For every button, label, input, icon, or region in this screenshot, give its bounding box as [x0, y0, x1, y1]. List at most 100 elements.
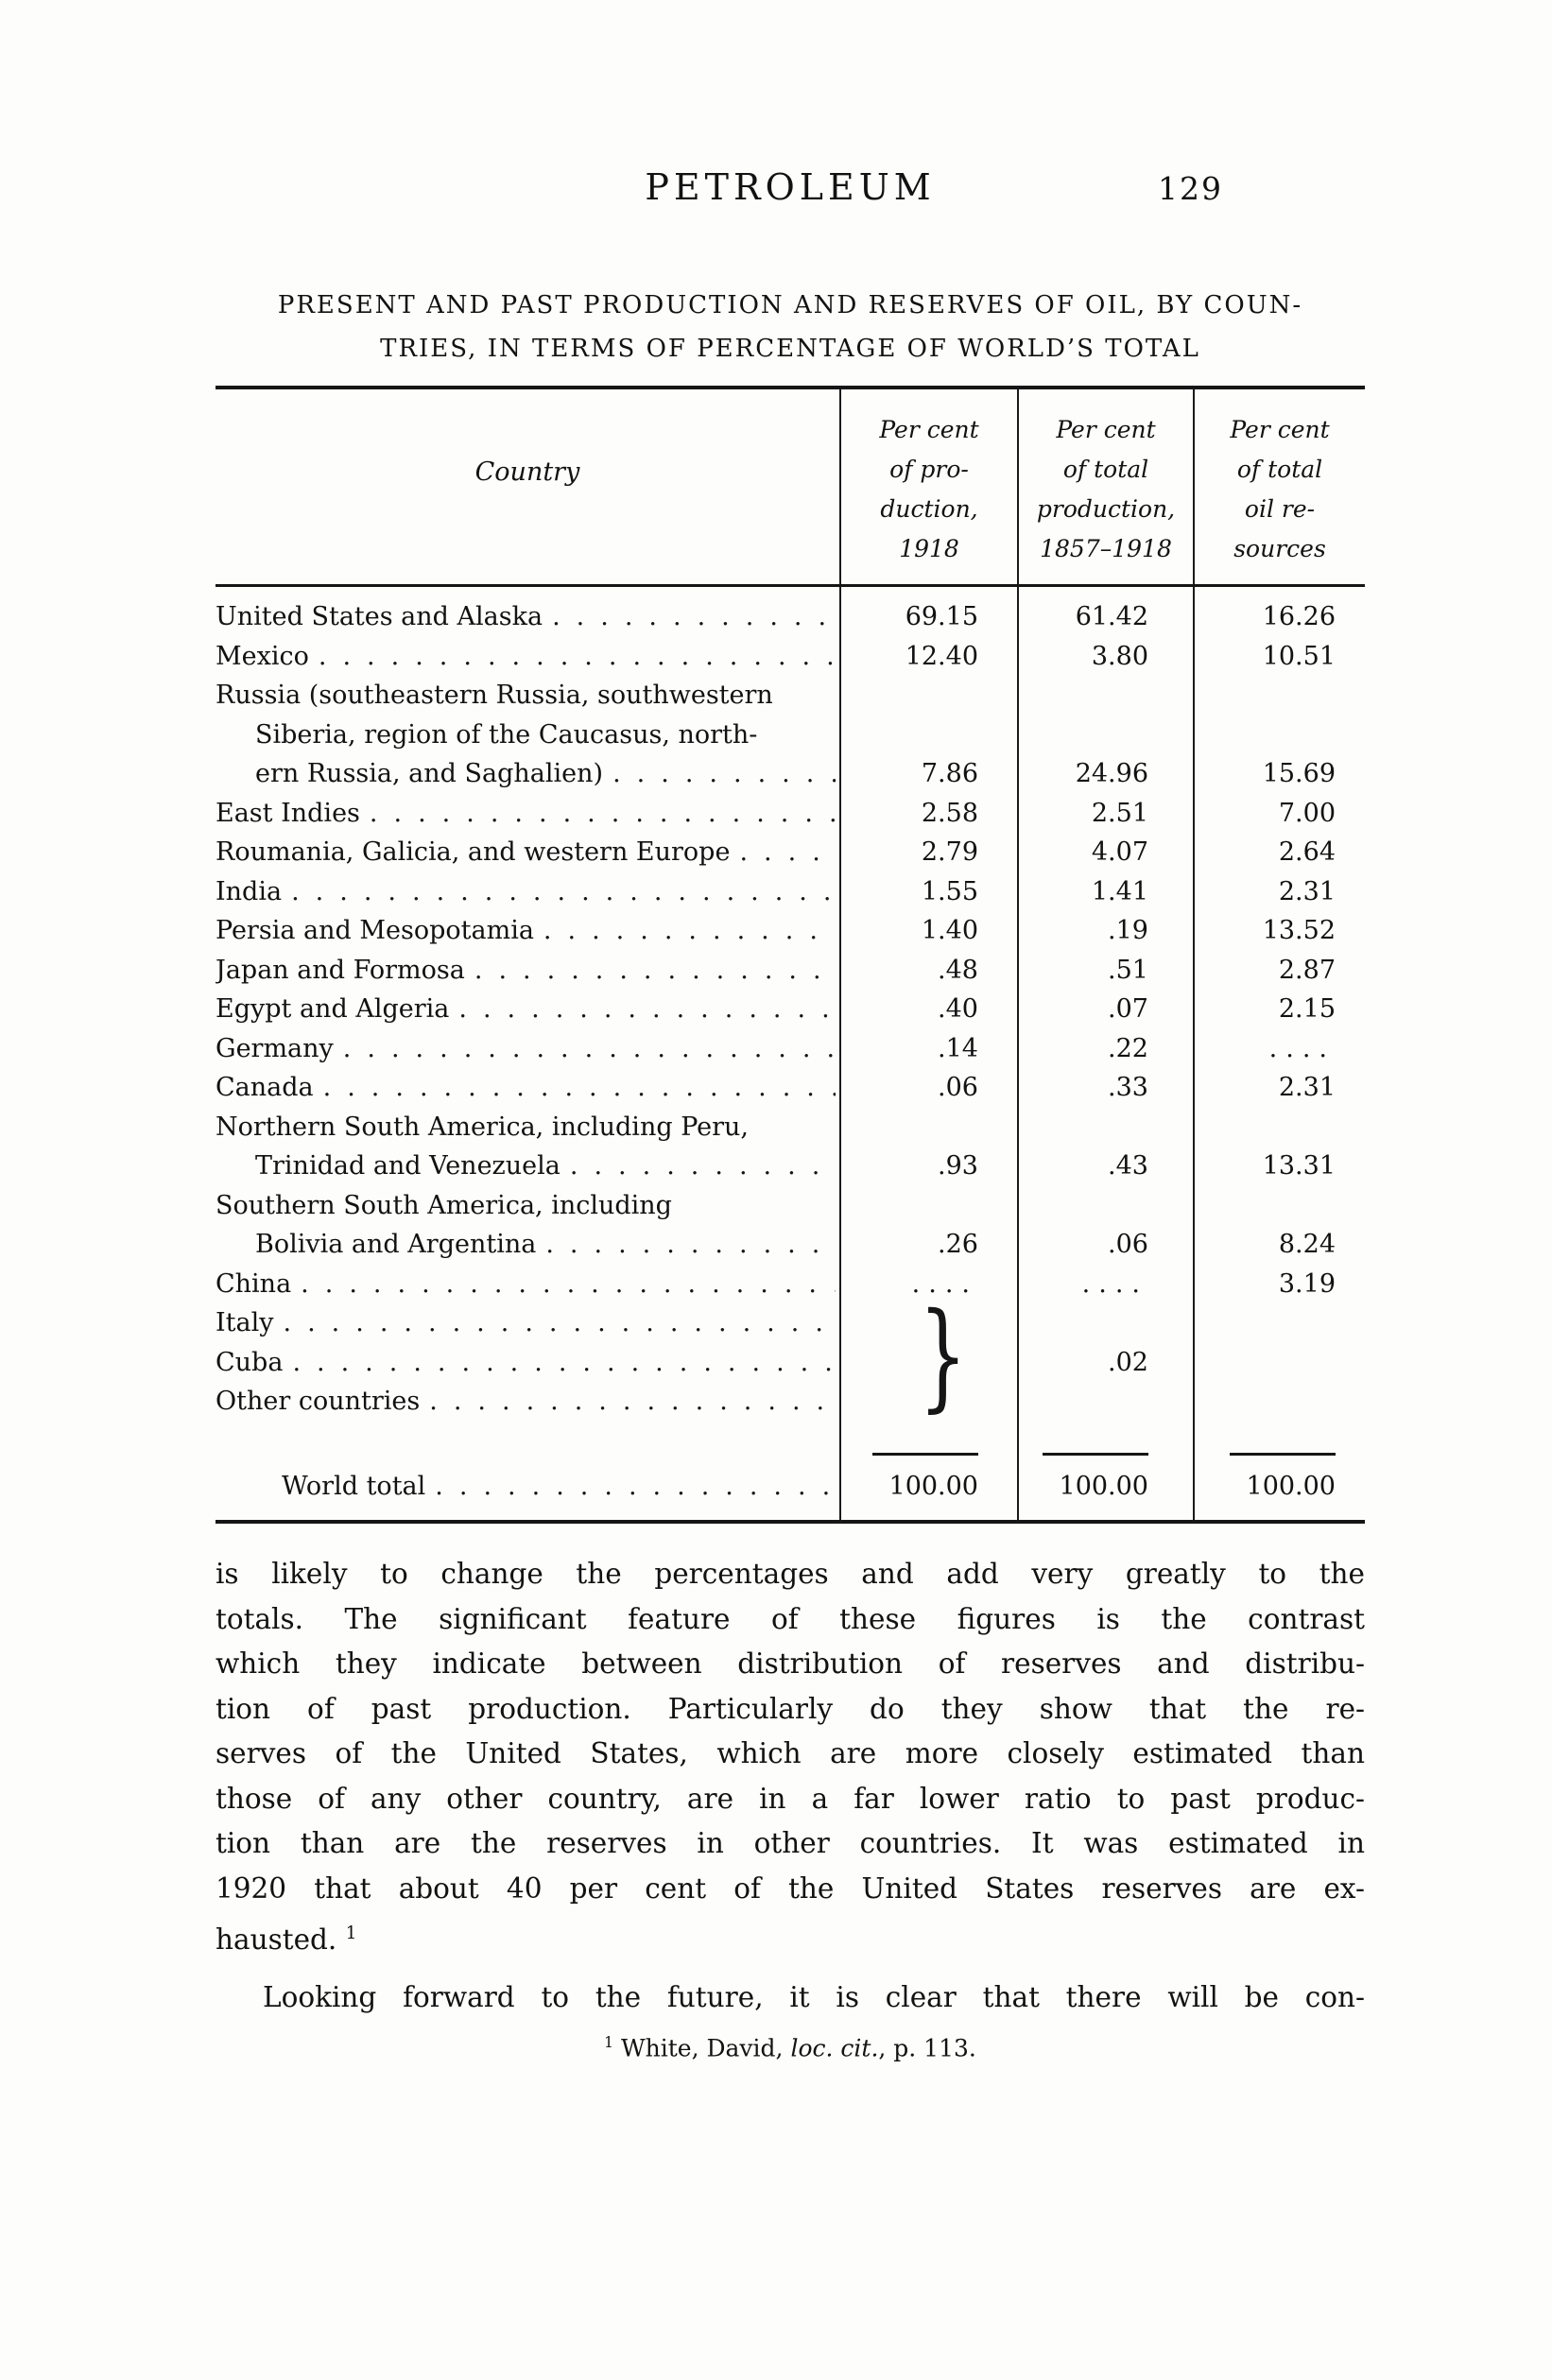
country-label: Egypt and Algeria [216, 994, 450, 1024]
value-cell: .43 [1108, 1151, 1148, 1181]
country-label: India [216, 876, 283, 906]
value-cell: .... [1268, 1033, 1336, 1063]
table-row: Trinidad and Venezuela .93 .43 13.31 [216, 1147, 1365, 1186]
country-cell: Northern South America, including Peru, [216, 1108, 839, 1147]
country-cell: ern Russia, and Saghalien) [216, 754, 839, 794]
value-cell: .02 [1108, 1347, 1148, 1377]
total-rule [1043, 1452, 1148, 1456]
table-row: ern Russia, and Saghalien) 7.86 24.96 15.69 [216, 754, 1365, 794]
body-line: tion than are the reserves in other coun… [216, 1827, 1365, 1859]
value-cell: 100.00 [1059, 1471, 1148, 1501]
country-cell: Southern South America, including [216, 1186, 839, 1226]
value-cell: 2.87 [1278, 955, 1336, 985]
value-cell [1193, 1108, 1365, 1147]
country-cell: Trinidad and Venezuela [216, 1147, 839, 1186]
country-label: Northern South America, including Peru, [216, 1112, 750, 1142]
table-row: Egypt and Algeria .40 .07 2.15 [216, 990, 1365, 1029]
table-row: Roumania, Galicia, and western Europe 2.7… [216, 833, 1365, 872]
value-cell [1017, 1382, 1193, 1422]
value-cell [839, 1186, 1017, 1226]
column-header-oil-resources: Per cent of total oil re- sources [1230, 416, 1330, 562]
value-cell: 1.40 [921, 916, 978, 945]
country-label: Mexico [216, 641, 309, 671]
value-cell: .14 [938, 1033, 978, 1063]
total-rule [872, 1452, 978, 1456]
table-row: Japan and Formosa .48 .51 2.87 [216, 951, 1365, 991]
value-cell: 10.51 [1262, 641, 1336, 671]
country-label: Canada [216, 1073, 314, 1102]
country-cell: Japan and Formosa [216, 951, 839, 991]
dot-leader [534, 911, 836, 951]
value-cell: 69.15 [905, 602, 978, 631]
value-cell: .33 [1108, 1073, 1148, 1102]
running-title: PETROLEUM [645, 166, 936, 208]
country-cell: Egypt and Algeria [216, 990, 839, 1029]
country-label: Siberia, region of the Caucasus, north- [255, 719, 758, 750]
value-cell: 13.52 [1262, 916, 1336, 945]
table-caption: PRESENT AND PAST PRODUCTION AND RESERVES… [216, 284, 1365, 371]
dot-leader [282, 872, 836, 912]
value-cell: .06 [938, 1073, 978, 1102]
dot-leader [420, 1382, 836, 1422]
header-separator-rule [216, 584, 1365, 587]
footnote-text-post: , p. 113. [878, 2034, 976, 2062]
value-cell [1017, 716, 1193, 755]
table-row: East Indies 2.58 2.51 7.00 [216, 794, 1365, 834]
column-header-country: Country [474, 457, 580, 487]
value-cell: 100.00 [1246, 1471, 1336, 1501]
dot-leader [449, 990, 836, 1029]
country-cell: East Indies [216, 794, 839, 834]
total-rules-row [216, 1435, 1365, 1465]
country-label: Bolivia and Argentina [255, 1230, 537, 1259]
table-row: Mexico 12.40 3.80 10.51 [216, 637, 1365, 677]
country-cell: Other countries [216, 1382, 839, 1422]
value-cell: .... [1081, 1268, 1148, 1299]
table-row: Germany .14 .22.... [216, 1029, 1365, 1069]
value-cell: .40 [938, 994, 978, 1024]
country-label: Russia (southeastern Russia, southwester… [216, 681, 773, 710]
value-cell: .93 [938, 1151, 978, 1181]
value-cell [1193, 1186, 1365, 1226]
value-cell: 2.15 [1278, 994, 1336, 1024]
dot-leader [536, 1225, 836, 1265]
table-row: Northern South America, including Peru, [216, 1108, 1365, 1147]
page-number: 129 [1158, 170, 1223, 207]
country-cell: Canada [216, 1068, 839, 1108]
value-cell [1193, 716, 1365, 755]
footnote-text-italic: loc. cit. [790, 2034, 879, 2062]
body-line: 1920 that about 40 per cent of the Unite… [216, 1871, 1365, 1905]
value-cell: 3.19 [1278, 1268, 1336, 1299]
country-cell: Bolivia and Argentina [216, 1225, 839, 1265]
country-label: Southern South America, including [216, 1190, 672, 1220]
grouping-brace: } [919, 1288, 968, 1424]
table-row: Other countries [216, 1382, 1365, 1422]
value-cell [1193, 1303, 1365, 1343]
value-cell: 16.26 [1262, 602, 1336, 631]
value-cell: 2.58 [921, 798, 978, 828]
country-cell: Cuba [216, 1343, 839, 1383]
value-cell: 12.40 [905, 641, 978, 671]
dot-leader [291, 1265, 836, 1304]
country-label: Italy [216, 1308, 274, 1337]
country-cell: Italy [216, 1303, 839, 1343]
dot-leader [314, 1068, 836, 1108]
value-cell: .... [911, 1268, 978, 1299]
table-caption-line1: PRESENT AND PAST PRODUCTION AND RESERVES… [277, 291, 1303, 319]
value-cell [1193, 676, 1365, 716]
footnote-text-pre: White, David, [613, 2034, 791, 2062]
country-label: Japan and Formosa [216, 955, 465, 985]
country-cell: India [216, 872, 839, 912]
body-line: serves of the United States, which are m… [216, 1737, 1365, 1769]
table-row: United States and Alaska 69.15 61.42 16.26 [216, 597, 1365, 637]
value-cell: 3.80 [1091, 641, 1148, 671]
value-cell: 4.07 [1091, 837, 1148, 867]
value-cell: 1.41 [1091, 876, 1148, 906]
body-line: tion of past production. Particularly do… [216, 1692, 1365, 1725]
body-line: those of any other country, are in a far… [216, 1782, 1365, 1815]
country-cell: Siberia, region of the Caucasus, north- [216, 716, 839, 755]
value-cell: .51 [1108, 955, 1148, 985]
country-label: Other countries [216, 1387, 421, 1416]
table-row: India 1.55 1.41 2.31 [216, 872, 1365, 912]
value-cell [1017, 1108, 1193, 1147]
value-cell: 8.24 [1278, 1230, 1336, 1259]
